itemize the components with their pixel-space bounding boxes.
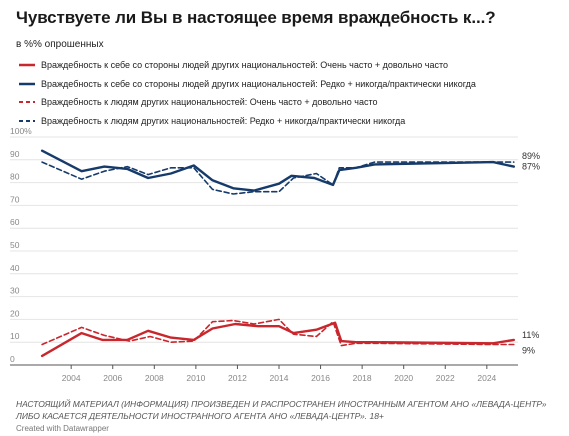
y-tick-label: 100% bbox=[10, 128, 32, 136]
x-tick-label: 2014 bbox=[270, 373, 289, 383]
series-line-1 bbox=[40, 149, 515, 192]
foreign-agent-disclaimer: НАСТОЯЩИЙ МАТЕРИАЛ (ИНФОРМАЦИЯ) ПРОИЗВЕД… bbox=[16, 399, 547, 421]
chart-legend: Враждебность к себе со стороны людей дру… bbox=[18, 56, 558, 130]
y-tick-label: 60 bbox=[10, 217, 20, 227]
y-tick-label: 0 bbox=[10, 354, 15, 364]
x-tick-label: 2010 bbox=[186, 373, 205, 383]
axis-layer: 0 10 20 30 40 50 60 70 80 90 100% 2004 2006 2008 2010 2… bbox=[10, 128, 497, 383]
end-label-extra-0: 89% bbox=[522, 151, 540, 161]
legend-item-self-rarely: Враждебность к себе со стороны людей дру… bbox=[18, 75, 558, 94]
x-tick-label: 2008 bbox=[145, 373, 164, 383]
x-tick-label: 2018 bbox=[353, 373, 372, 383]
legend-swatch-dashed-navy bbox=[19, 119, 35, 122]
y-tick-label: 20 bbox=[10, 308, 20, 318]
legend-swatch-dashed-red bbox=[19, 101, 35, 104]
legend-label: Враждебность к себе со стороны людей дру… bbox=[41, 60, 448, 71]
line-chart: 0 10 20 30 40 50 60 70 80 90 100% 2004 2006 2008 2010 2… bbox=[10, 128, 540, 383]
x-tick-label: 2004 bbox=[62, 373, 81, 383]
x-tick-label: 2006 bbox=[103, 373, 122, 383]
y-tick-label: 30 bbox=[10, 286, 20, 296]
legend-swatch-solid-navy bbox=[19, 82, 35, 85]
end-label-extra-1: 9% bbox=[522, 345, 535, 355]
series-line-3 bbox=[41, 161, 515, 195]
series-line-2 bbox=[41, 318, 515, 347]
legend-item-self-often: Враждебность к себе со стороны людей дру… bbox=[18, 56, 558, 75]
end-label-series-0: 11% bbox=[522, 330, 539, 340]
x-tick-label: 2012 bbox=[228, 373, 247, 383]
y-tick-label: 90 bbox=[10, 149, 20, 159]
x-tick-label: 2020 bbox=[394, 373, 413, 383]
legend-label: Враждебность к людям других национальнос… bbox=[41, 115, 406, 126]
x-tick-label: 2022 bbox=[436, 373, 455, 383]
x-tick-label: 2024 bbox=[477, 373, 496, 383]
legend-item-others-rarely: Враждебность к людям других национальнос… bbox=[18, 112, 558, 131]
end-label-series-1: 87% bbox=[522, 162, 540, 172]
x-tick-label: 2016 bbox=[311, 373, 330, 383]
chart-subtitle: в %% опрошенных bbox=[16, 39, 104, 50]
series-line-0 bbox=[40, 321, 515, 358]
y-tick-label: 80 bbox=[10, 172, 20, 182]
chart-title: Чувствуете ли Вы в настоящее время вражд… bbox=[16, 8, 496, 27]
series-layer bbox=[40, 149, 515, 358]
end-label-layer: 11% 87%89% 9% bbox=[522, 151, 540, 355]
y-tick-label: 10 bbox=[10, 331, 20, 341]
legend-swatch-solid-red bbox=[19, 64, 35, 67]
legend-label: Враждебность к людям других национальнос… bbox=[41, 97, 378, 108]
legend-label: Враждебность к себе со стороны людей дру… bbox=[41, 78, 476, 89]
y-tick-label: 70 bbox=[10, 194, 20, 204]
legend-item-others-often: Враждебность к людям других национальнос… bbox=[18, 93, 558, 112]
y-tick-label: 40 bbox=[10, 263, 20, 273]
y-tick-label: 50 bbox=[10, 240, 20, 250]
datawrapper-credit: Created with Datawrapper bbox=[16, 424, 109, 433]
